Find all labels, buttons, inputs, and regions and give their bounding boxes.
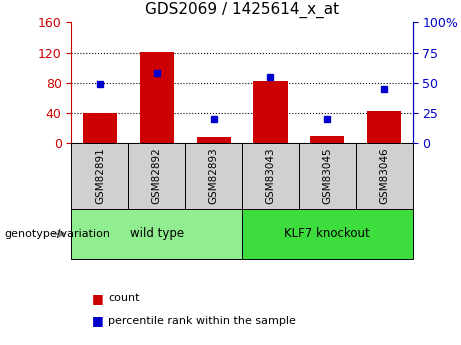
Title: GDS2069 / 1425614_x_at: GDS2069 / 1425614_x_at	[145, 2, 339, 18]
Bar	[242, 143, 299, 209]
Text: ■: ■	[92, 292, 104, 305]
Text: ■: ■	[92, 314, 104, 327]
Text: GSM83045: GSM83045	[322, 148, 332, 204]
Bar	[185, 143, 242, 209]
Bar	[356, 143, 413, 209]
Text: wild type: wild type	[130, 227, 184, 240]
Text: GSM83046: GSM83046	[379, 148, 389, 204]
Bar	[196, 137, 230, 143]
Text: GSM82891: GSM82891	[95, 148, 105, 204]
Bar	[242, 209, 413, 259]
Bar	[254, 81, 288, 143]
Text: count: count	[108, 294, 140, 303]
Bar	[140, 52, 174, 143]
Text: GSM82892: GSM82892	[152, 148, 162, 204]
Bar	[128, 143, 185, 209]
Text: GSM83043: GSM83043	[266, 148, 276, 204]
Text: KLF7 knockout: KLF7 knockout	[284, 227, 370, 240]
Text: percentile rank within the sample: percentile rank within the sample	[108, 316, 296, 326]
Text: GSM82893: GSM82893	[208, 148, 219, 204]
Bar	[71, 209, 242, 259]
Bar	[310, 136, 344, 143]
Text: genotype/variation: genotype/variation	[5, 229, 111, 239]
Bar	[299, 143, 356, 209]
Bar	[367, 111, 401, 143]
Bar	[83, 113, 117, 143]
Bar	[71, 143, 128, 209]
